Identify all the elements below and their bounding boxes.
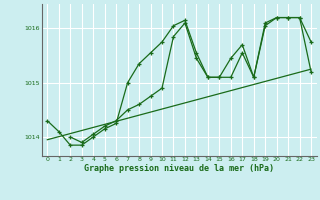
X-axis label: Graphe pression niveau de la mer (hPa): Graphe pression niveau de la mer (hPa) <box>84 164 274 173</box>
